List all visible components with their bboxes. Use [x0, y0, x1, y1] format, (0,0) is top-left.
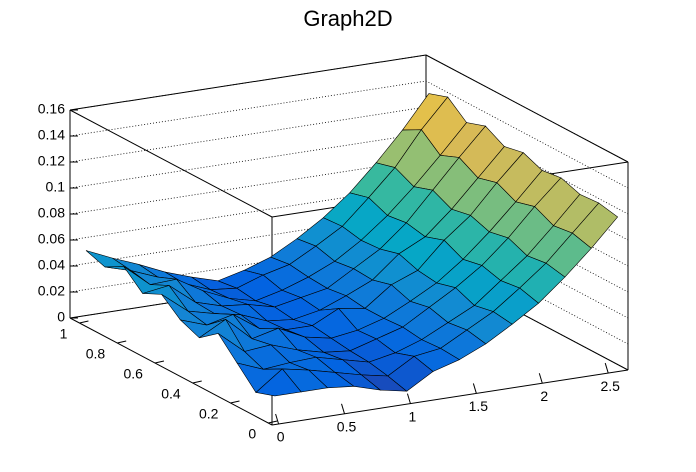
z-tick-label: 0.08 — [38, 205, 65, 221]
z-tick-label: 0.14 — [38, 127, 65, 143]
z-tick-label: 0.1 — [46, 179, 66, 195]
y-tick — [79, 320, 89, 324]
x-tick — [604, 362, 609, 374]
y-tick — [268, 420, 278, 424]
x-tick-label: 1.5 — [469, 398, 489, 414]
x-tick — [538, 373, 543, 384]
y-tick-label: 0.8 — [86, 346, 106, 362]
x-tick-label: 2 — [540, 388, 548, 404]
chart-title: Graph2D — [303, 6, 392, 31]
y-tick — [230, 400, 240, 404]
y-tick-label: 0.4 — [161, 386, 181, 402]
box-edge — [271, 369, 629, 426]
x-tick-label: 1 — [409, 408, 417, 424]
z-tick-label: 0.12 — [38, 153, 65, 169]
y-tick-label: 0 — [248, 426, 256, 442]
x-tick-label: 0 — [277, 429, 285, 445]
y-tick — [117, 340, 127, 344]
box-edge — [69, 317, 273, 426]
x-tick-label: 0.5 — [337, 418, 357, 434]
surface-cell — [255, 368, 302, 397]
y-tick-label: 0.2 — [199, 406, 219, 422]
z-tick-label: 0.16 — [38, 101, 65, 117]
x-tick — [472, 383, 477, 394]
x-tick — [275, 413, 280, 425]
x-tick — [406, 393, 411, 404]
y-tick — [154, 360, 165, 364]
z-tick-label: 0 — [57, 309, 65, 325]
z-tick-label: 0.06 — [38, 231, 65, 247]
box-edge — [69, 109, 273, 218]
box-edge — [425, 54, 629, 163]
z-tick-label: 0.02 — [38, 283, 65, 299]
grid-line — [69, 54, 629, 163]
z-tick-label: 0.04 — [38, 257, 65, 273]
x-tick — [341, 403, 345, 414]
box-edge — [69, 54, 427, 111]
y-tick-label: 0.6 — [123, 366, 143, 382]
y-tick — [192, 380, 202, 384]
x-tick-label: 2.5 — [600, 378, 620, 394]
y-tick-label: 1 — [60, 326, 68, 342]
